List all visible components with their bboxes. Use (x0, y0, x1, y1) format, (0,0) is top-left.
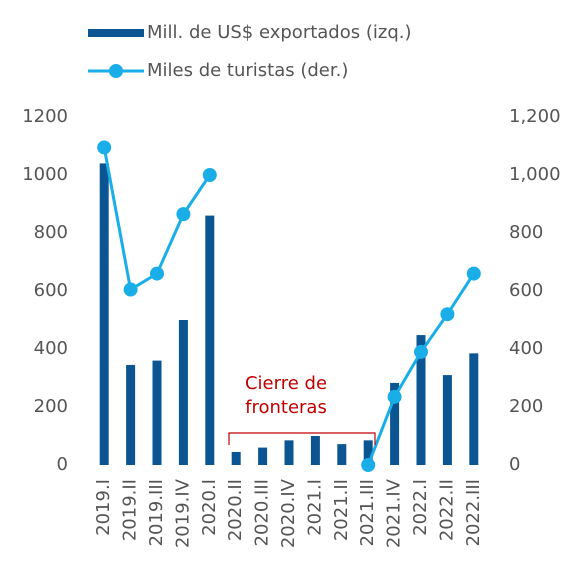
y-tick-label: 1000 (22, 164, 68, 185)
x-tick-label: 2021.IV (384, 478, 405, 548)
x-tick-label: 2020.II (225, 479, 246, 541)
legend-swatch (88, 29, 144, 37)
annotation-bracket (228, 432, 376, 445)
x-tick-label: 2022.II (436, 479, 457, 541)
y2-tick-label: 400 (509, 338, 543, 359)
bar (152, 360, 162, 465)
y2-tick-label: 1,000 (509, 164, 561, 185)
y2-tick-label: 1,200 (509, 106, 561, 127)
y2-tick-label: 0 (509, 454, 520, 475)
legend-marker (109, 64, 123, 78)
y-tick-label: 400 (34, 338, 68, 359)
bar (363, 440, 373, 465)
line-marker (202, 168, 217, 182)
line-marker (440, 307, 455, 322)
y-tick-label: 200 (34, 396, 68, 417)
x-tick-label: 2019.II (120, 479, 141, 541)
y2-tick-label: 600 (509, 280, 543, 301)
annotation: Cierre de (245, 373, 327, 394)
line-marker (150, 266, 164, 281)
legend-label: Miles de turistas (der.) (147, 60, 348, 81)
bar (231, 451, 241, 465)
x-tick-label: 2022.III (463, 479, 484, 546)
line-marker (176, 207, 191, 222)
line-marker (97, 140, 112, 155)
x-tick-label: 2020.IV (278, 478, 299, 548)
line-marker (414, 344, 428, 359)
y-tick-label: 0 (57, 454, 68, 475)
bar (258, 447, 268, 465)
line-marker (361, 458, 376, 472)
bar (126, 364, 136, 465)
line-marker (123, 282, 138, 297)
x-tick-label: 2021.II (331, 479, 352, 541)
bar (284, 440, 294, 465)
y-tick-label: 800 (34, 222, 68, 243)
bar (99, 163, 109, 465)
bar (205, 215, 215, 465)
annotation: fronteras (245, 397, 327, 418)
y2-tick-label: 200 (509, 396, 543, 417)
x-tick-label: 2020.III (252, 479, 273, 546)
x-tick-label: 2021.I (304, 479, 325, 536)
bar (337, 444, 347, 465)
y-tick-label: 600 (34, 280, 68, 301)
y2-tick-label: 800 (509, 222, 543, 243)
y-tick-label: 1200 (22, 106, 68, 127)
x-tick-label: 2019.IV (172, 478, 193, 548)
bar (442, 375, 452, 465)
x-tick-label: 2019.III (146, 479, 167, 546)
x-tick-label: 2020.I (199, 479, 220, 536)
x-tick-label: 2021.III (357, 479, 378, 546)
bar (469, 353, 479, 465)
line-marker (387, 389, 402, 404)
line-marker (466, 266, 481, 281)
x-tick-label: 2022.I (410, 479, 431, 536)
legend-label: Mill. de US$ exportados (izq.) (147, 22, 412, 43)
bar (310, 436, 320, 465)
x-tick-label: 2019.I (93, 479, 114, 536)
bar (416, 335, 426, 465)
bar (178, 320, 188, 465)
bar (390, 382, 400, 465)
